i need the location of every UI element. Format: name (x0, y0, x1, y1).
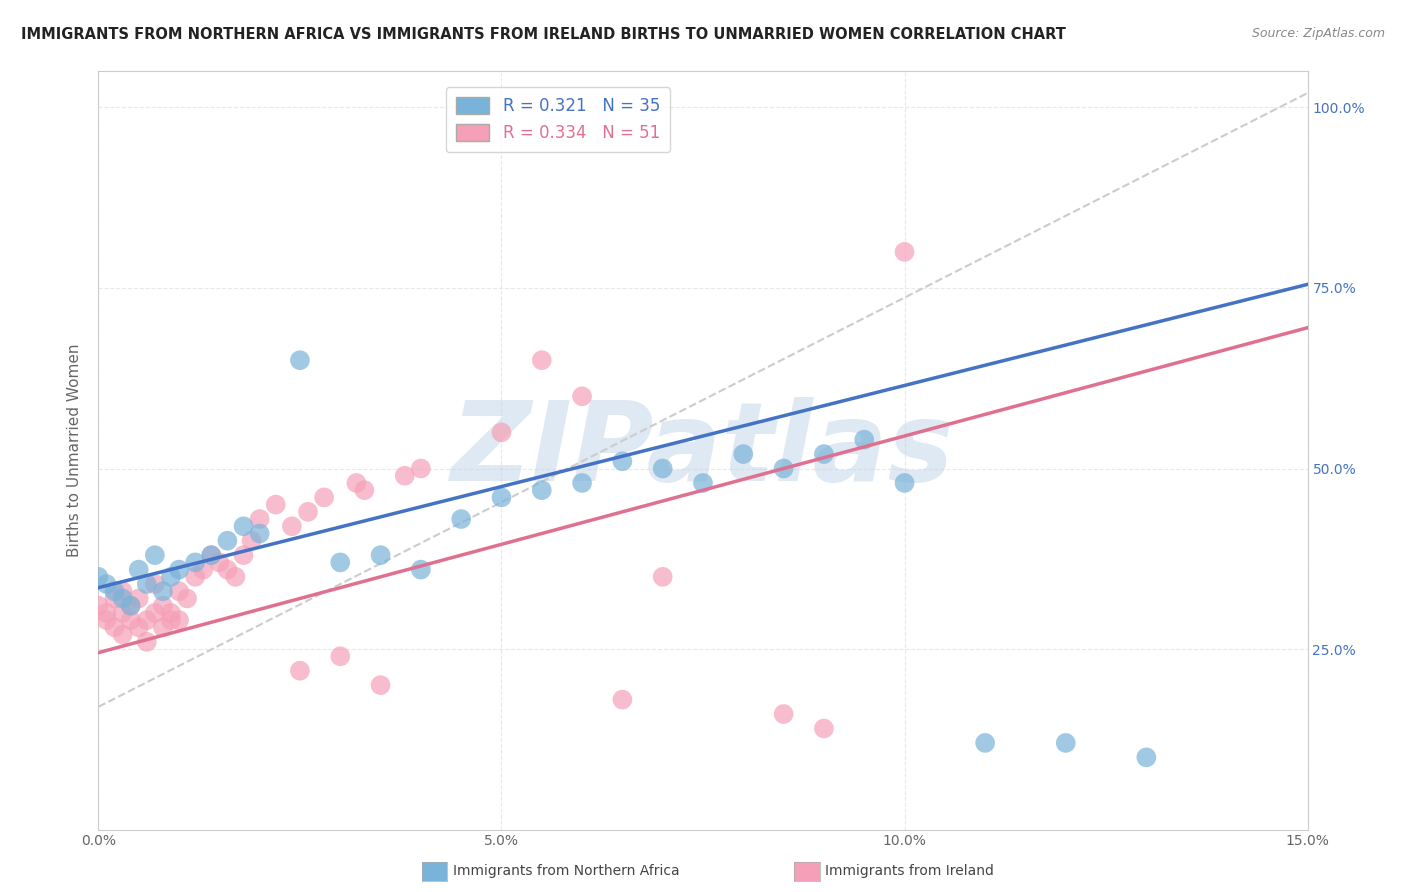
Point (217, 563, 239, 577)
Point (128, 620, 150, 634)
Point (409, 563, 432, 577)
Point (409, 461, 432, 475)
Text: Immigrants from Northern Africa: Immigrants from Northern Africa (453, 864, 679, 879)
Point (87, 599, 110, 613)
Point (135, 577, 157, 591)
Point (167, 563, 190, 577)
Point (733, 447, 755, 461)
Point (853, 433, 876, 447)
Point (143, 606, 166, 620)
Point (893, 244, 915, 259)
Point (167, 613, 190, 627)
Point (288, 353, 311, 368)
Point (128, 563, 150, 577)
Point (96, 577, 118, 591)
Point (297, 505, 319, 519)
Point (152, 620, 174, 634)
Point (167, 584, 190, 599)
Point (491, 425, 513, 440)
Point (491, 491, 513, 505)
Point (571, 389, 593, 403)
Point (111, 584, 134, 599)
Point (1054, 736, 1077, 750)
Point (103, 591, 125, 606)
Point (135, 613, 157, 627)
Point (103, 620, 125, 634)
Point (176, 591, 198, 606)
Point (329, 649, 352, 664)
Point (160, 570, 183, 584)
Point (87, 570, 110, 584)
Point (450, 512, 472, 526)
Point (103, 584, 125, 599)
Point (96, 606, 118, 620)
Point (152, 599, 174, 613)
Point (692, 475, 714, 490)
Point (651, 570, 673, 584)
Point (353, 483, 375, 498)
Point (612, 454, 634, 468)
Point (217, 533, 239, 548)
Point (208, 555, 231, 569)
Point (813, 447, 835, 461)
Point (143, 577, 166, 591)
Point (193, 563, 215, 577)
Point (249, 526, 271, 541)
Point (813, 722, 835, 736)
Point (394, 468, 416, 483)
Point (160, 606, 183, 620)
Point (232, 519, 254, 533)
Point (120, 599, 142, 613)
Point (240, 533, 263, 548)
Text: Source: ZipAtlas.com: Source: ZipAtlas.com (1251, 27, 1385, 40)
Text: ZIPatlas: ZIPatlas (451, 397, 955, 504)
Point (249, 512, 271, 526)
Point (530, 353, 553, 368)
Point (571, 475, 593, 490)
Point (344, 475, 367, 490)
Point (974, 736, 997, 750)
Point (329, 555, 352, 569)
Point (128, 591, 150, 606)
Point (1135, 750, 1157, 764)
Point (96, 613, 118, 627)
Point (184, 570, 207, 584)
Point (143, 548, 166, 562)
Point (224, 570, 246, 584)
Point (893, 475, 915, 490)
Point (772, 461, 794, 475)
Point (612, 692, 634, 706)
Legend: R = 0.321   N = 35, R = 0.334   N = 51: R = 0.321 N = 35, R = 0.334 N = 51 (446, 87, 669, 152)
Point (111, 606, 134, 620)
Point (120, 599, 142, 613)
Point (281, 519, 304, 533)
Point (152, 584, 174, 599)
Point (200, 548, 222, 562)
Text: IMMIGRANTS FROM NORTHERN AFRICA VS IMMIGRANTS FROM IRELAND BIRTHS TO UNMARRIED W: IMMIGRANTS FROM NORTHERN AFRICA VS IMMIG… (21, 27, 1066, 42)
Point (651, 461, 673, 475)
Point (288, 664, 311, 678)
Point (264, 498, 287, 512)
Point (772, 706, 794, 721)
Point (120, 613, 142, 627)
Point (160, 613, 183, 627)
Point (232, 548, 254, 562)
Point (370, 678, 392, 692)
Point (135, 635, 157, 649)
Point (370, 548, 392, 562)
Point (111, 591, 134, 606)
Text: Immigrants from Ireland: Immigrants from Ireland (825, 864, 994, 879)
Y-axis label: Births to Unmarried Women: Births to Unmarried Women (67, 343, 83, 558)
Point (111, 627, 134, 641)
Point (184, 555, 207, 569)
Point (314, 491, 336, 505)
Point (530, 483, 553, 498)
Point (200, 548, 222, 562)
